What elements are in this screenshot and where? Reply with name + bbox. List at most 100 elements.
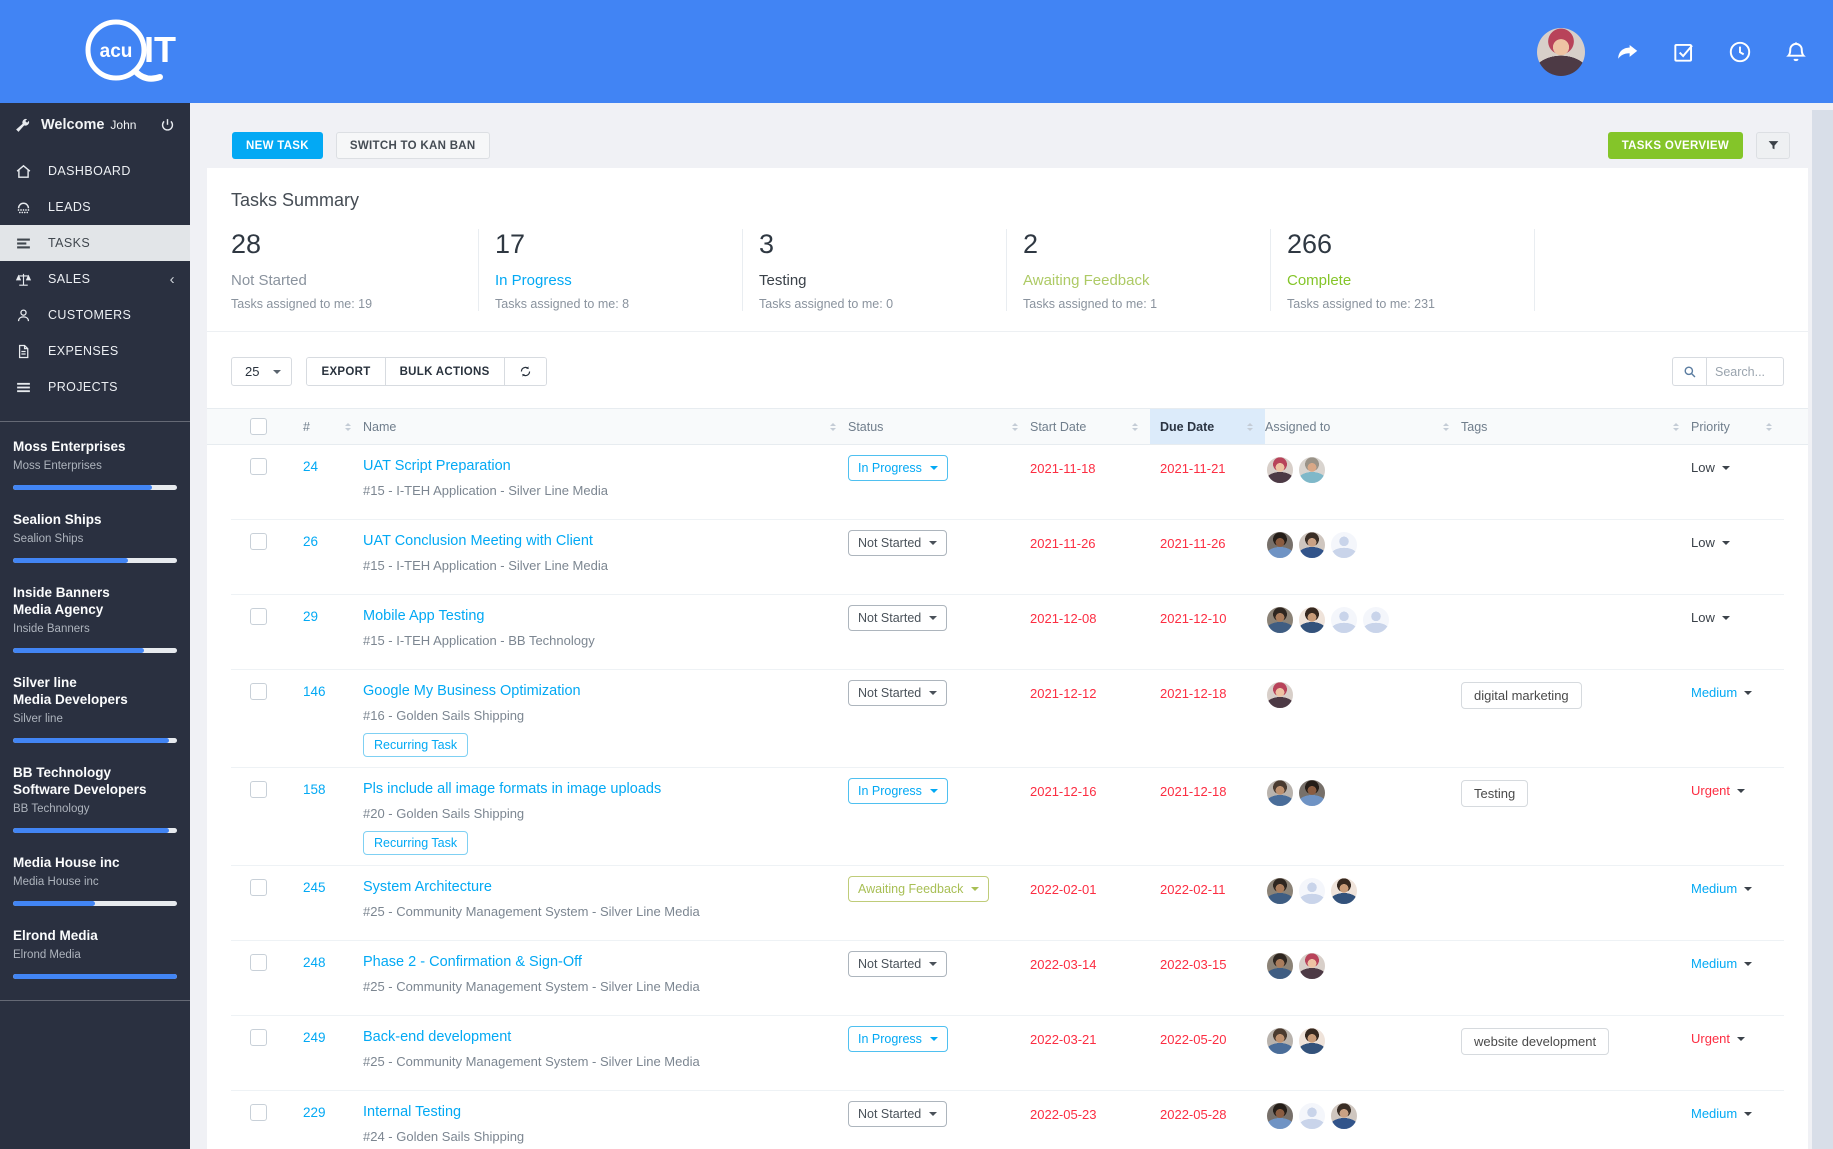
task-id-link[interactable]: 29 [303, 609, 319, 624]
task-id-link[interactable]: 245 [303, 880, 326, 895]
export-button[interactable]: EXPORT [307, 358, 386, 385]
priority-dropdown[interactable]: Low [1691, 610, 1730, 625]
avatar-placeholder [1297, 876, 1327, 906]
priority-dropdown[interactable]: Low [1691, 535, 1730, 550]
user-avatar[interactable] [1537, 27, 1585, 76]
task-id-link[interactable]: 249 [303, 1030, 326, 1045]
status-dropdown[interactable]: Awaiting Feedback [848, 876, 990, 902]
priority-dropdown[interactable]: Medium [1691, 881, 1752, 896]
task-project: #25 - Community Management System - Silv… [363, 979, 700, 994]
chevron-down-icon [1737, 785, 1745, 797]
row-checkbox[interactable] [250, 879, 267, 896]
task-name-link[interactable]: System Architecture [363, 879, 492, 895]
chevron-down-icon [1722, 612, 1730, 624]
status-dropdown[interactable]: Not Started [848, 530, 948, 556]
avatar [1265, 876, 1295, 906]
project-name[interactable]: Media House inc [13, 855, 120, 870]
column-header-name[interactable]: Name [363, 409, 848, 444]
column-header-id[interactable]: # [303, 409, 363, 444]
sidebar-item-dashboard[interactable]: DASHBOARD [0, 153, 190, 189]
share-icon[interactable] [1615, 39, 1641, 65]
select-all-checkbox[interactable] [250, 418, 267, 435]
clock-icon[interactable] [1727, 39, 1753, 65]
tasks-overview-button[interactable]: TASKS OVERVIEW [1607, 132, 1743, 159]
sidebar-item-projects[interactable]: PROJECTS [0, 369, 190, 405]
priority-dropdown[interactable]: Medium [1691, 1106, 1752, 1121]
chevron-down-icon [1722, 462, 1730, 474]
task-name-link[interactable]: Phase 2 - Confirmation & Sign-Off [363, 954, 582, 970]
task-id-link[interactable]: 24 [303, 459, 319, 474]
status-dropdown[interactable]: In Progress [848, 1026, 948, 1052]
status-dropdown[interactable]: In Progress [848, 778, 948, 804]
task-name-link[interactable]: Pls include all image formats in image u… [363, 781, 662, 797]
row-checkbox[interactable] [250, 781, 267, 798]
row-checkbox[interactable] [250, 608, 267, 625]
filter-button[interactable] [1756, 132, 1790, 159]
scrollbar[interactable] [1812, 110, 1833, 1149]
priority-dropdown[interactable]: Urgent [1691, 1031, 1745, 1046]
priority-dropdown[interactable]: Medium [1691, 685, 1752, 700]
project-name[interactable]: Sealion Ships [13, 512, 102, 527]
task-name-link[interactable]: Internal Testing [363, 1104, 462, 1120]
table-row: 29 Mobile App Testing #15 - I-TEH Applic… [231, 595, 1784, 670]
chevron-down-icon [929, 537, 937, 549]
logo-circle-text: acu [100, 41, 133, 62]
task-id-link[interactable]: 229 [303, 1105, 326, 1120]
project-name[interactable]: Silver line Media Developers [13, 675, 128, 707]
column-header-status[interactable]: Status [848, 409, 1030, 444]
column-header-priority[interactable]: Priority [1691, 409, 1784, 444]
priority-dropdown[interactable]: Low [1691, 460, 1730, 475]
priority-dropdown[interactable]: Urgent [1691, 783, 1745, 798]
page-size-select[interactable]: 25 [231, 357, 293, 386]
task-name-link[interactable]: UAT Script Preparation [363, 458, 511, 474]
sidebar-item-sales[interactable]: SALES ‹ [0, 261, 190, 297]
search-input[interactable] [1706, 357, 1784, 386]
bell-icon[interactable] [1783, 39, 1809, 65]
status-dropdown[interactable]: Not Started [848, 680, 948, 706]
status-dropdown[interactable]: Not Started [848, 951, 948, 977]
sidebar-item-expenses[interactable]: EXPENSES [0, 333, 190, 369]
row-checkbox[interactable] [250, 1029, 267, 1046]
task-id-link[interactable]: 26 [303, 534, 319, 549]
project-name[interactable]: BB Technology Software Developers [13, 765, 147, 797]
row-checkbox[interactable] [250, 1104, 267, 1121]
bulk-actions-button[interactable]: BULK ACTIONS [385, 358, 505, 385]
power-icon[interactable] [159, 117, 176, 134]
column-header-assigned[interactable]: Assigned to [1265, 409, 1461, 444]
task-name-link[interactable]: UAT Conclusion Meeting with Client [363, 533, 593, 549]
wrench-icon[interactable] [14, 117, 31, 134]
search-icon[interactable] [1672, 357, 1706, 386]
column-header-start-date[interactable]: Start Date [1030, 409, 1150, 444]
task-name-link[interactable]: Mobile App Testing [363, 608, 485, 624]
switch-to-kanban-button[interactable]: SWITCH TO KAN BAN [335, 132, 490, 159]
new-task-button[interactable]: NEW TASK [232, 132, 323, 159]
row-checkbox[interactable] [250, 954, 267, 971]
task-id-link[interactable]: 248 [303, 955, 326, 970]
sidebar-item-tasks[interactable]: TASKS [0, 225, 190, 261]
project-name[interactable]: Moss Enterprises [13, 439, 126, 454]
sort-icon [830, 420, 836, 434]
column-header-due-date[interactable]: Due Date [1150, 409, 1265, 444]
tag-pill: Testing [1461, 780, 1529, 807]
status-dropdown[interactable]: In Progress [848, 455, 948, 481]
task-name-link[interactable]: Google My Business Optimization [363, 683, 581, 699]
column-header-tags[interactable]: Tags [1461, 409, 1691, 444]
row-checkbox[interactable] [250, 458, 267, 475]
row-checkbox[interactable] [250, 683, 267, 700]
welcome-username: John [110, 118, 137, 132]
project-name[interactable]: Inside Banners Media Agency [13, 585, 110, 617]
check-square-icon[interactable] [1671, 39, 1697, 65]
task-name-link[interactable]: Back-end development [363, 1029, 512, 1045]
project-name[interactable]: Elrond Media [13, 928, 98, 943]
sidebar-item-customers[interactable]: CUSTOMERS [0, 297, 190, 333]
status-dropdown[interactable]: Not Started [848, 1101, 948, 1127]
status-dropdown[interactable]: Not Started [848, 605, 948, 631]
task-id-link[interactable]: 158 [303, 782, 326, 797]
refresh-button[interactable] [504, 358, 546, 385]
sidebar-item-leads[interactable]: LEADS [0, 189, 190, 225]
table-row: 158 Pls include all image formats in ima… [231, 768, 1784, 866]
task-id-link[interactable]: 146 [303, 684, 326, 699]
due-date: 2021-12-18 [1160, 686, 1227, 701]
priority-dropdown[interactable]: Medium [1691, 956, 1752, 971]
row-checkbox[interactable] [250, 533, 267, 550]
